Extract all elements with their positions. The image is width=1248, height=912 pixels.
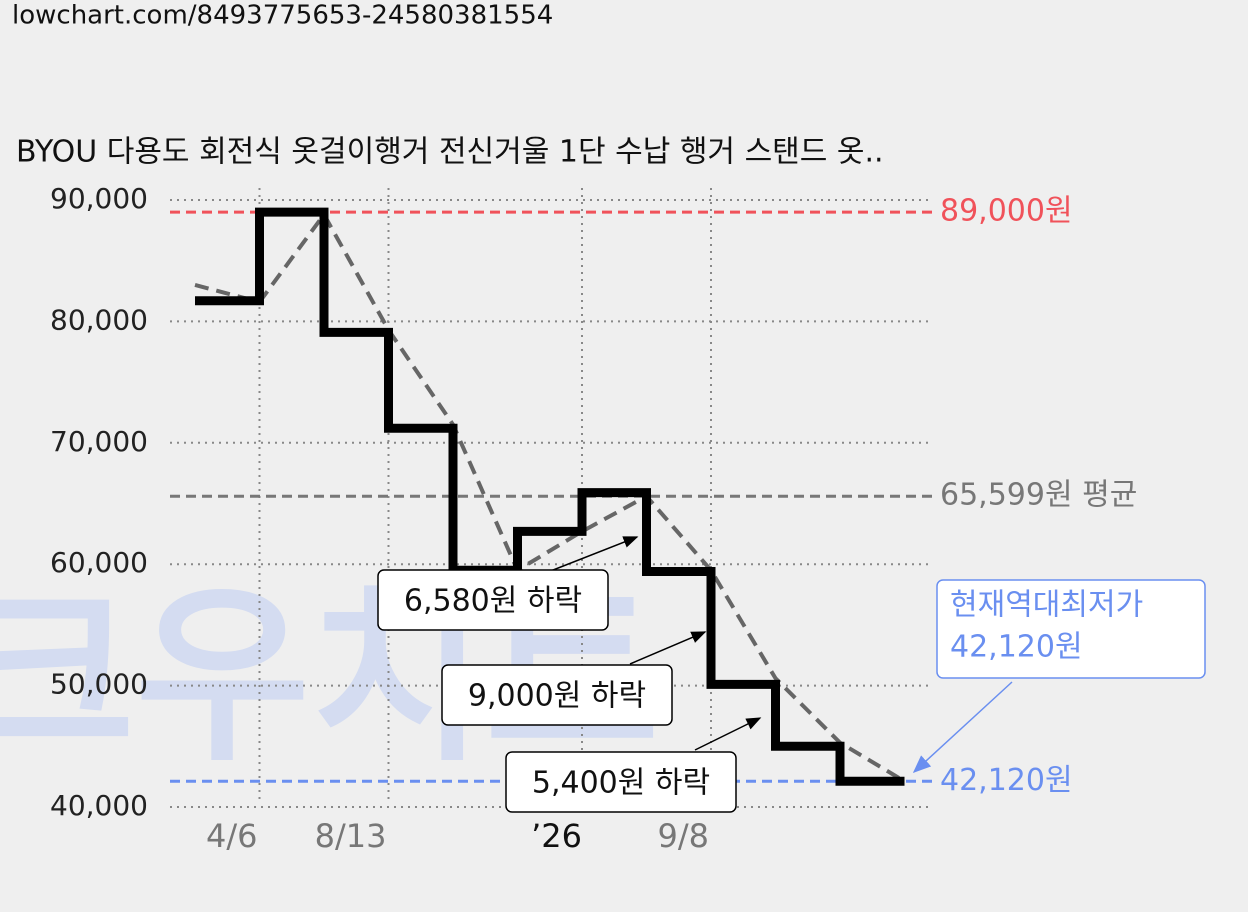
reference-label: 42,120원 [940,763,1073,798]
annotation-arrow [694,717,762,751]
y-tick-label: 80,000 [50,303,148,336]
y-tick-label: 50,000 [50,668,148,701]
annotation-label: 9,000원 하락 [468,679,646,714]
annotation-box [505,751,737,813]
y-tick-label: 40,000 [50,789,148,822]
annotation-arrow [547,536,639,573]
annotation-label: 6,580원 하락 [404,584,582,619]
y-tick-label: 70,000 [50,425,148,458]
chart-title: BYOU 다용도 회전식 옷걸이행거 전신거울 1단 수납 행거 스탠드 옷.. [16,135,884,170]
x-tick-label: 9/8 [658,817,710,855]
reference-label: 89,000원 [940,194,1073,229]
price-line [195,207,905,786]
x-tick-label: 8/13 [315,817,387,855]
url: lowchart.com/8493775653-24580381554 [12,1,553,31]
annotation-arrow [629,631,707,665]
annotation-box [377,569,609,631]
annotation-box [441,664,673,726]
callout-arrow [912,681,1013,774]
y-tick-label: 90,000 [50,182,148,215]
annotation-label: 5,400원 하락 [532,766,710,801]
x-tick-label: ’26 [531,817,582,855]
callout-box [936,579,1206,679]
callout-label: 42,120원 [950,630,1083,665]
callout-label: 현재역대최저가 [950,588,1143,623]
y-tick-label: 60,000 [50,546,148,579]
x-tick-label: 4/6 [206,817,258,855]
trend-line [194,210,906,783]
reference-label: 65,599원 평균 [940,478,1137,513]
